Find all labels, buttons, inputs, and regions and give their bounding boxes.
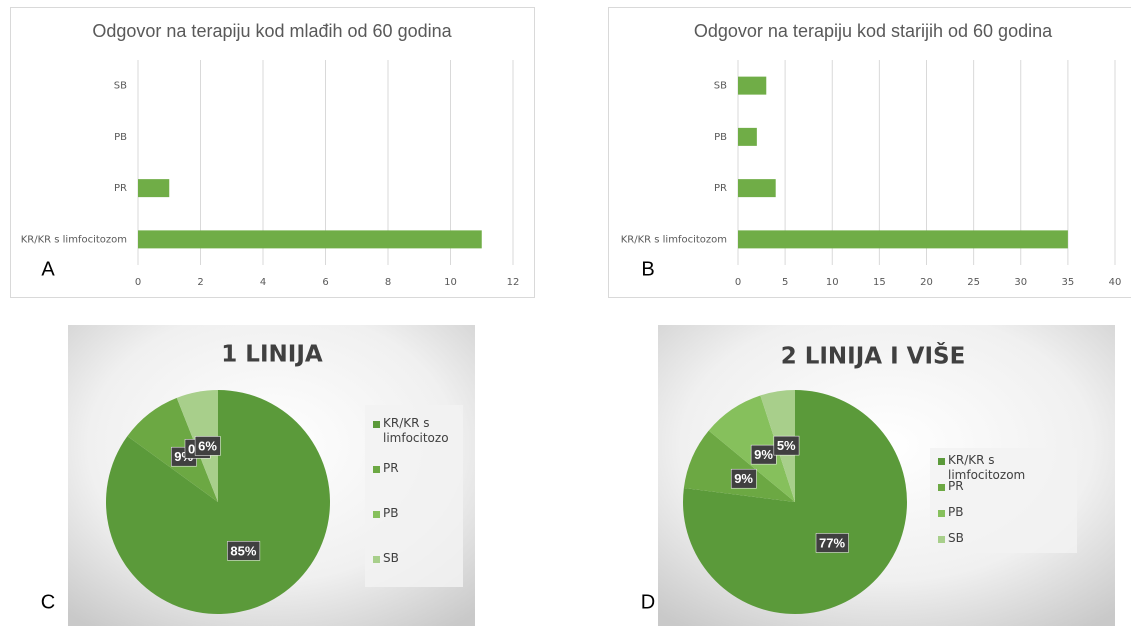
legend-label: SB <box>948 531 964 545</box>
data-label: 77% <box>819 535 845 550</box>
x-tick-label: 8 <box>385 277 391 288</box>
legend-item: KR/KR s limfocitozom <box>383 416 449 445</box>
legend-box <box>365 405 463 587</box>
bar <box>738 230 1068 249</box>
bar <box>138 179 170 198</box>
data-label-box <box>194 436 221 456</box>
legend-item: PB <box>383 506 399 520</box>
panel-frame <box>10 7 535 298</box>
legend-label: PR <box>383 461 399 475</box>
legend-swatch <box>373 466 380 473</box>
legend-swatch <box>373 511 380 518</box>
bar <box>738 76 767 95</box>
legend-swatch <box>373 421 380 428</box>
x-tick-label: 5 <box>782 277 788 288</box>
x-tick-label: 4 <box>260 277 266 288</box>
data-label-box <box>815 533 849 553</box>
x-tick-label: 2 <box>197 277 203 288</box>
panel-letter: D <box>641 591 655 613</box>
legend-item: PR <box>383 461 399 475</box>
data-label: 85% <box>230 543 256 558</box>
y-tick-label: PR <box>114 183 127 194</box>
bar <box>738 127 757 146</box>
legend-label: KR/KR s limfocitozom <box>948 453 1026 482</box>
chart-title: 2 LINIJA I VIŠE <box>781 342 966 370</box>
legend-box <box>930 448 1077 553</box>
y-tick-label: KR/KR s limfocitozom <box>21 234 127 245</box>
legend-swatch <box>938 510 945 517</box>
y-tick-label: PB <box>714 132 727 143</box>
data-label-box <box>773 435 800 456</box>
legend-item: SB <box>383 551 399 565</box>
x-tick-label: 0 <box>735 277 741 288</box>
legend-item: KR/KR s limfocitozom <box>948 453 1026 482</box>
x-tick-label: 10 <box>826 277 839 288</box>
legend-swatch <box>938 536 945 543</box>
legend-label: PB <box>383 506 399 520</box>
legend-label: SB <box>383 551 399 565</box>
data-label: 6% <box>198 438 217 453</box>
legend-swatch <box>938 484 945 491</box>
legend-item: PR <box>948 479 964 493</box>
panel-frame <box>608 7 1131 298</box>
y-tick-label: PB <box>114 132 127 143</box>
legend-label: KR/KR s limfocitozom <box>383 416 449 445</box>
legend-swatch <box>938 458 945 465</box>
x-tick-label: 10 <box>444 277 457 288</box>
data-label: 9% <box>754 447 773 462</box>
x-tick-label: 35 <box>1062 277 1075 288</box>
data-label: 5% <box>777 438 796 453</box>
x-tick-label: 12 <box>507 277 520 288</box>
bar <box>138 230 482 249</box>
data-label-box <box>730 468 757 489</box>
data-label-box <box>227 541 261 561</box>
panel-letter: A <box>41 258 55 280</box>
x-tick-label: 20 <box>920 277 933 288</box>
legend-item: SB <box>948 531 964 545</box>
legend-item: PB <box>948 505 964 519</box>
legend-label: PB <box>948 505 964 519</box>
x-tick-label: 0 <box>135 277 141 288</box>
pie-slice <box>106 390 331 615</box>
x-tick-label: 40 <box>1109 277 1122 288</box>
x-tick-label: 30 <box>1014 277 1027 288</box>
panel-letter: B <box>641 258 654 280</box>
y-tick-label: KR/KR s limfocitozom <box>621 234 727 245</box>
data-label: 9% <box>734 471 753 486</box>
y-tick-label: SB <box>714 81 727 92</box>
y-tick-label: SB <box>114 81 127 92</box>
bar <box>738 179 776 198</box>
legend-label: PR <box>948 479 964 493</box>
chart-title: 1 LINIJA <box>221 342 323 368</box>
panel-letter: C <box>41 591 55 613</box>
chart-title: Odgovor na terapiju kod starijih od 60 g… <box>694 21 1053 41</box>
x-tick-label: 6 <box>322 277 328 288</box>
chart-title: Odgovor na terapiju kod mlađih od 60 god… <box>92 21 452 41</box>
x-tick-label: 25 <box>967 277 980 288</box>
pie-slice <box>683 430 795 502</box>
y-tick-label: PR <box>714 183 727 194</box>
x-tick-label: 15 <box>873 277 886 288</box>
legend-swatch <box>373 556 380 563</box>
